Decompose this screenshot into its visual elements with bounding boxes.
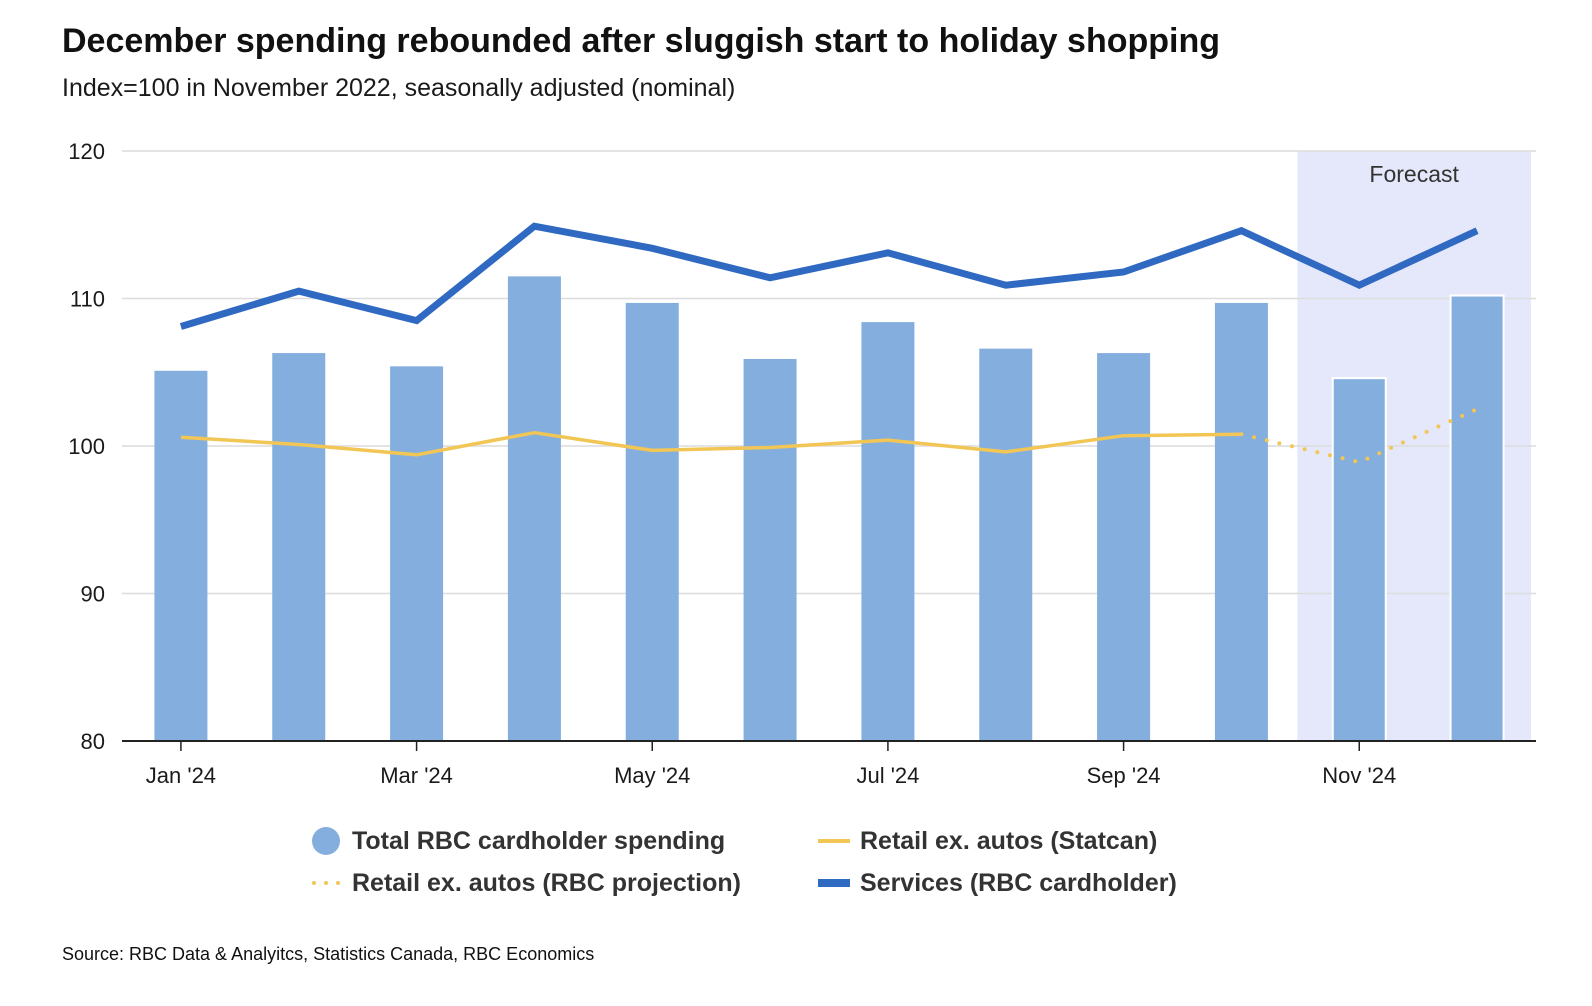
y-tick-label: 80 [81,729,105,754]
legend-label: Services (RBC cardholder) [860,868,1177,897]
chart-title: December spending rebounded after sluggi… [62,22,1221,60]
legend-thick-line-swatch [818,869,850,897]
y-tick-label: 100 [68,434,105,459]
retail-projection-line [1239,407,1480,465]
bar [1214,302,1268,741]
legend-dotted-swatch [310,869,342,897]
legend-item-retail-statcan: Retail ex. autos (Statcan) [818,824,1238,858]
legend-label: Total RBC cardholder spending [352,826,726,855]
y-tick-label: 120 [68,139,105,164]
legend: Total RBC cardholder spending Retail ex.… [310,824,1238,900]
bar [1097,353,1151,741]
legend-item-retail-projection: Retail ex. autos (RBC projection) [310,866,818,900]
bar [154,370,208,741]
x-tick-label: May '24 [614,763,690,788]
bar [625,302,679,741]
chart-subtitle: Index=100 in November 2022, seasonally a… [62,74,736,102]
y-tick-label: 90 [81,582,105,607]
gridlines [122,150,1536,595]
x-tick-label: Jul '24 [856,763,919,788]
y-tick-label: 110 [70,287,105,312]
axes [122,740,1536,751]
retail-statcan-line [180,430,1242,457]
tick-labels: 80 90 100 110 120 Jan '24 Mar '24 May '24 Jul '2… [68,139,1396,788]
bar [979,348,1033,741]
x-tick-label: Jan '24 [146,763,216,788]
x-tick-label: Mar '24 [380,763,453,788]
legend-item-total-spending: Total RBC cardholder spending [310,824,818,858]
source-note: Source: RBC Data & Analyitcs, Statistics… [62,944,595,964]
legend-line-swatch [818,827,850,855]
bar [507,276,561,741]
legend-item-services: Services (RBC cardholder) [818,866,1238,900]
forecast-label: Forecast [1369,161,1459,187]
bar [861,322,915,741]
bar [1449,294,1505,742]
bar-series [154,276,1505,742]
bar [390,366,444,741]
legend-label: Retail ex. autos (Statcan) [860,826,1158,855]
bar [1331,377,1387,742]
legend-label: Retail ex. autos (RBC projection) [352,868,741,897]
x-tick-label: Nov '24 [1322,763,1396,788]
services-line [179,222,1479,330]
bar [272,353,326,741]
bar [743,358,797,741]
legend-dot-swatch [310,827,342,855]
x-tick-label: Sep '24 [1087,763,1161,788]
line-series [179,222,1480,465]
